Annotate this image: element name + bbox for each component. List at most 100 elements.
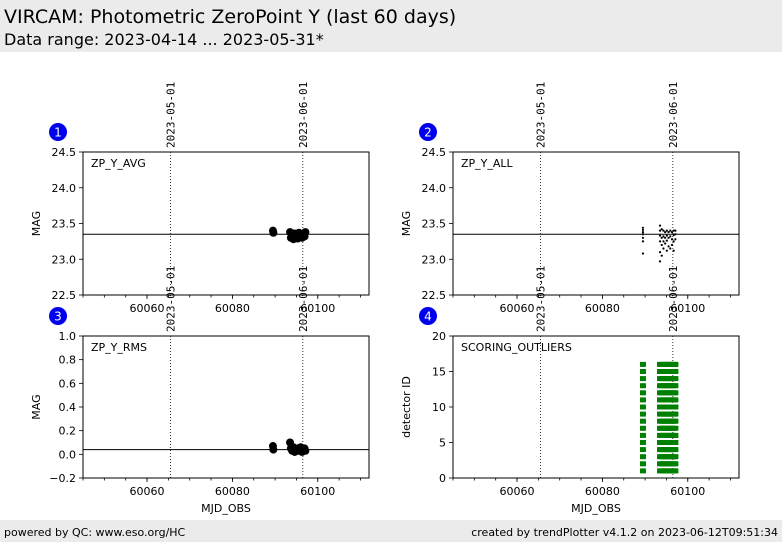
axes-frame — [452, 151, 740, 296]
outlier-marker — [672, 425, 679, 431]
outlier-marker — [672, 383, 679, 389]
panel-label: ZP_Y_AVG — [91, 157, 146, 170]
y-tick-label: 20 — [432, 330, 446, 343]
y-tick-label: 15 — [432, 366, 446, 379]
outlier-marker — [672, 369, 679, 374]
footer-generator: created by trendPlotter v4.1.2 on 2023-0… — [471, 526, 778, 539]
outlier-marker — [639, 418, 646, 424]
data-point — [641, 228, 645, 232]
data-point — [672, 240, 675, 243]
data-point — [658, 234, 662, 237]
data-point — [670, 243, 674, 247]
outlier-marker — [639, 440, 646, 445]
y-axis-label: MAG — [400, 211, 413, 236]
data-point — [660, 254, 663, 257]
data-point — [664, 230, 667, 234]
data-point — [658, 251, 662, 254]
footer-bar: powered by QC: www.eso.org/HC created by… — [0, 520, 782, 542]
panel-4: 60060 60080 60100 0 5 10 15 20 2023-05-01 2023-06… — [400, 266, 740, 515]
y-tick-label: 0.8 — [59, 354, 77, 367]
data-point — [674, 229, 677, 232]
data-point — [667, 236, 670, 239]
outlier-marker — [672, 390, 679, 396]
panel-number-badge — [49, 307, 67, 325]
date-marker-label: 2023-05-01 — [165, 82, 178, 148]
x-axis-label: MJD_OBS — [571, 502, 621, 515]
y-tick-label: 23.0 — [422, 253, 447, 266]
y-tick-label: 23.0 — [52, 253, 77, 266]
panel-2: 60060 60080 60100 22.5 23.0 23.5 24.0 24.5 2023-… — [400, 82, 740, 315]
x-tick-label: 60080 — [215, 302, 250, 315]
panel-number-badge — [419, 123, 437, 141]
data-point — [641, 236, 645, 239]
data-point — [662, 240, 665, 243]
outlier-marker — [672, 418, 679, 424]
y-tick-label: 0.2 — [59, 425, 77, 438]
outlier-marker — [639, 411, 646, 417]
data-point — [674, 238, 677, 241]
y-tick-label: 22.5 — [422, 289, 447, 302]
outlier-marker — [639, 361, 646, 367]
x-axis-label: MJD_OBS — [201, 502, 251, 515]
x-tick-label: 60060 — [130, 302, 165, 315]
data-point — [641, 233, 645, 236]
outlier-marker — [672, 432, 679, 438]
data-point — [641, 252, 645, 255]
x-tick-label: 60060 — [130, 485, 165, 498]
outlier-marker — [672, 454, 679, 460]
data-point — [662, 229, 665, 232]
data-point — [672, 229, 675, 232]
outlier-marker — [639, 468, 646, 474]
y-axis-label: detector ID — [400, 376, 413, 438]
data-point — [662, 235, 665, 238]
date-marker-label: 2023-06-01 — [667, 266, 680, 332]
y-tick-label: 24.5 — [52, 146, 77, 159]
page-subtitle: Data range: 2023-04-14 ... 2023-05-31* — [4, 30, 324, 49]
data-point — [658, 260, 662, 263]
date-marker-label: 2023-06-01 — [297, 266, 310, 332]
data-point — [670, 230, 674, 234]
y-axis-label: MAG — [30, 211, 43, 236]
y-tick-label: 0.6 — [59, 377, 77, 390]
outlier-marker — [672, 361, 679, 367]
data-point — [674, 233, 677, 236]
x-tick-label: 60060 — [500, 302, 535, 315]
data-point — [269, 445, 278, 454]
panel-label: SCORING_OUTLIERS — [461, 341, 572, 354]
panel-number-badge — [49, 123, 67, 141]
axes-frame — [82, 151, 370, 296]
y-tick-label: 0 — [439, 472, 446, 485]
panel-number-label: 3 — [54, 310, 62, 324]
panel-number-label: 2 — [424, 126, 432, 140]
y-tick-label: −0.2 — [49, 472, 76, 485]
outlier-marker — [639, 383, 646, 389]
data-point — [670, 238, 674, 241]
y-tick-label: 0.0 — [59, 448, 77, 461]
outlier-marker — [639, 397, 646, 403]
outlier-marker — [639, 447, 646, 453]
data-point — [669, 229, 672, 232]
data-point — [667, 245, 670, 248]
outlier-marker — [672, 468, 679, 474]
outlier-marker — [639, 432, 646, 438]
panel-label: ZP_Y_ALL — [461, 157, 514, 170]
data-point — [672, 233, 675, 237]
outlier-marker — [672, 404, 679, 410]
panel-number-label: 1 — [54, 126, 62, 140]
date-marker-label: 2023-06-01 — [667, 82, 680, 148]
y-tick-label: 23.5 — [422, 218, 447, 231]
data-point — [660, 243, 663, 247]
data-point — [641, 226, 645, 229]
data-point — [665, 229, 668, 232]
data-point — [662, 247, 665, 250]
data-point — [641, 230, 645, 234]
outlier-marker — [672, 411, 679, 417]
data-point — [641, 240, 645, 243]
x-tick-label: 60100 — [670, 302, 705, 315]
data-point — [660, 228, 663, 231]
date-marker-label: 2023-05-01 — [535, 266, 548, 332]
axes-frame — [82, 335, 370, 479]
x-tick-label: 60080 — [215, 485, 250, 498]
outlier-marker — [672, 447, 679, 453]
